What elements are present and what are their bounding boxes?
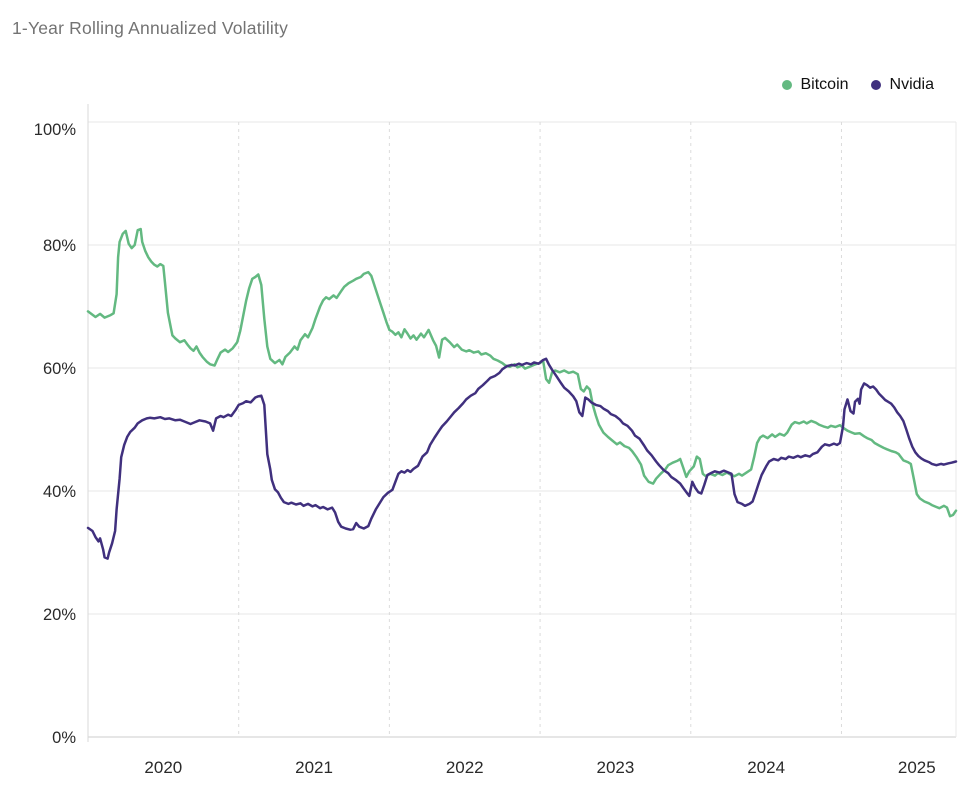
y-tick-label-80: 80% bbox=[43, 237, 76, 255]
legend: Bitcoin Nvidia bbox=[781, 76, 934, 94]
x-tick-label-2020: 2020 bbox=[144, 758, 182, 777]
x-tick-label-2025: 2025 bbox=[898, 758, 936, 777]
y-tick-label-40: 40% bbox=[43, 483, 76, 501]
x-tick-label-2022: 2022 bbox=[446, 758, 484, 777]
x-tick-label-2021: 2021 bbox=[295, 758, 333, 777]
x-tick-label-2023: 2023 bbox=[597, 758, 635, 777]
y-tick-label-20: 20% bbox=[43, 606, 76, 624]
bitcoin-line bbox=[86, 227, 958, 518]
bitcoin-legend-label: Bitcoin bbox=[800, 76, 849, 93]
nvidia-legend-dot bbox=[870, 80, 881, 90]
y-tick-label-100: 100% bbox=[34, 121, 77, 139]
bitcoin-legend-dot bbox=[781, 80, 792, 90]
x-tick-label-2024: 2024 bbox=[747, 758, 785, 777]
nvidia-line bbox=[86, 357, 958, 560]
nvidia-legend-label: Nvidia bbox=[889, 76, 934, 93]
legend-item-bitcoin: Bitcoin bbox=[781, 76, 849, 94]
chart-title: 1-Year Rolling Annualized Volatility bbox=[12, 18, 289, 38]
legend-item-nvidia: Nvidia bbox=[870, 76, 934, 94]
y-tick-label-0: 0% bbox=[52, 729, 76, 747]
y-tick-label-60: 60% bbox=[43, 360, 76, 378]
